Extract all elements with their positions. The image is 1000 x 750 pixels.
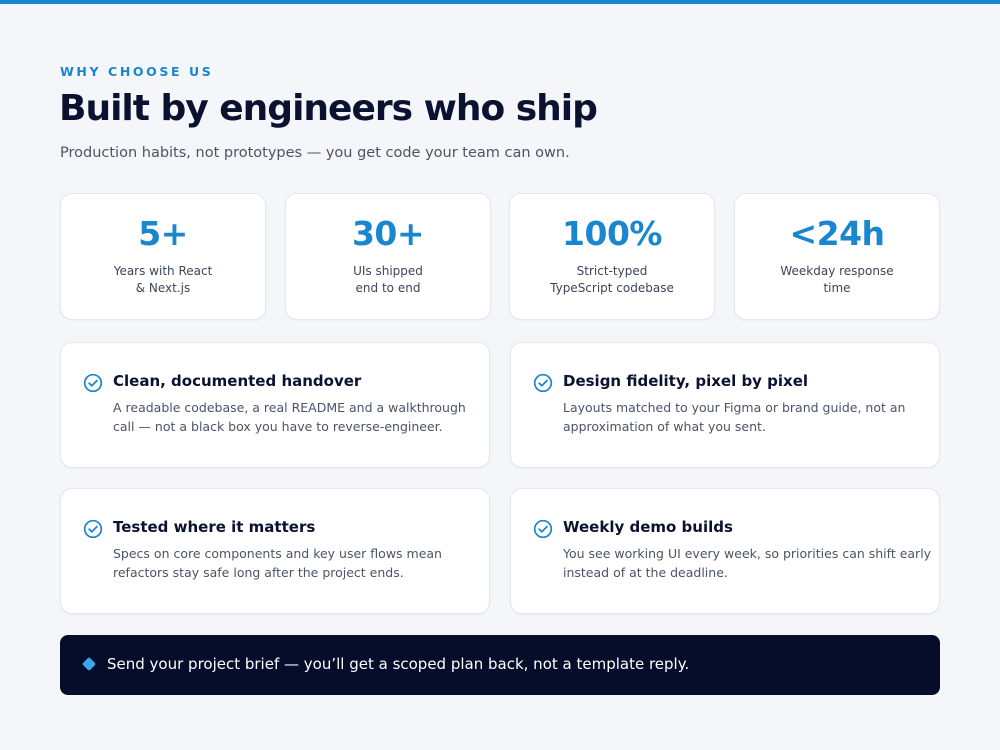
feature-description: Specs on core components and key user fl… [113, 544, 473, 582]
feature-description-line: approximation of what you sent. [563, 419, 766, 434]
feature-description-line: call — not a black box you have to rever… [113, 419, 443, 434]
stat-card-typescript: 100% Strict-typed TypeScript codebase [509, 193, 715, 320]
check-circle-icon [533, 519, 553, 539]
top-accent-bar [0, 0, 1000, 4]
feature-description-line: You see working UI every week, so priori… [563, 546, 932, 561]
section-eyebrow: WHY CHOOSE US [60, 64, 214, 79]
feature-description-line: instead of at the deadline. [563, 565, 728, 580]
feature-description-line: refactors stay safe long after the proje… [113, 565, 404, 580]
feature-card-demo-builds: Weekly demo builds You see working UI ev… [510, 488, 940, 614]
stat-card-response-time: <24h Weekday response time [734, 193, 940, 320]
check-circle-icon [83, 373, 103, 393]
stat-label-line: Strict-typed [576, 264, 648, 278]
stat-label-line: TypeScript codebase [550, 281, 674, 295]
diamond-icon [81, 656, 97, 672]
feature-title: Clean, documented handover [113, 372, 362, 390]
stat-card-years: 5+ Years with React & Next.js [60, 193, 266, 320]
feature-description-line: Layouts matched to your Figma or brand g… [563, 400, 906, 415]
feature-title: Tested where it matters [113, 518, 316, 536]
feature-description: You see working UI every week, so priori… [563, 544, 932, 582]
feature-title: Design fidelity, pixel by pixel [563, 372, 809, 390]
cta-banner[interactable]: Send your project brief — you’ll get a s… [60, 635, 940, 695]
feature-description-line: Specs on core components and key user fl… [113, 546, 442, 561]
section-subtitle: Production habits, not prototypes — you … [60, 145, 570, 161]
stat-value: 30+ [351, 214, 425, 253]
stat-value: <24h [789, 214, 885, 253]
feature-card-handover: Clean, documented handover A readable co… [60, 342, 490, 468]
stat-label-line: & Next.js [135, 281, 191, 295]
stat-value: 100% [562, 214, 662, 253]
stat-label-line: Weekday response [780, 264, 894, 278]
section-title: Built by engineers who ship [59, 88, 598, 129]
check-circle-icon [533, 373, 553, 393]
stat-value: 5+ [138, 214, 188, 253]
cta-text: Send your project brief — you’ll get a s… [107, 655, 690, 673]
stat-card-uis-shipped: 30+ UIs shipped end to end [285, 193, 491, 320]
check-circle-icon [83, 519, 103, 539]
feature-description-line: A readable codebase, a real README and a… [113, 400, 466, 415]
stat-label: Years with React & Next.js [71, 263, 255, 297]
feature-title: Weekly demo builds [563, 518, 733, 536]
stat-label-line: Years with React [113, 264, 213, 278]
stat-label: Weekday response time [745, 263, 929, 297]
stat-label-line: time [823, 281, 851, 295]
stat-label: UIs shipped end to end [296, 263, 480, 297]
stat-label: Strict-typed TypeScript codebase [520, 263, 704, 297]
stat-label-line: end to end [355, 281, 421, 295]
stat-label-line: UIs shipped [353, 264, 423, 278]
feature-card-design-fidelity: Design fidelity, pixel by pixel Layouts … [510, 342, 940, 468]
feature-card-testing: Tested where it matters Specs on core co… [60, 488, 490, 614]
feature-description: A readable codebase, a real README and a… [113, 398, 473, 436]
feature-description: Layouts matched to your Figma or brand g… [563, 398, 923, 436]
